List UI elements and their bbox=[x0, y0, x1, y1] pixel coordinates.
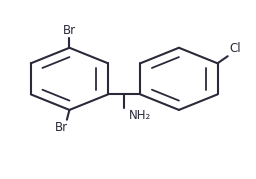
Text: NH₂: NH₂ bbox=[129, 110, 152, 122]
Text: Cl: Cl bbox=[229, 42, 241, 55]
Text: Br: Br bbox=[63, 24, 76, 37]
Text: Br: Br bbox=[55, 121, 68, 134]
